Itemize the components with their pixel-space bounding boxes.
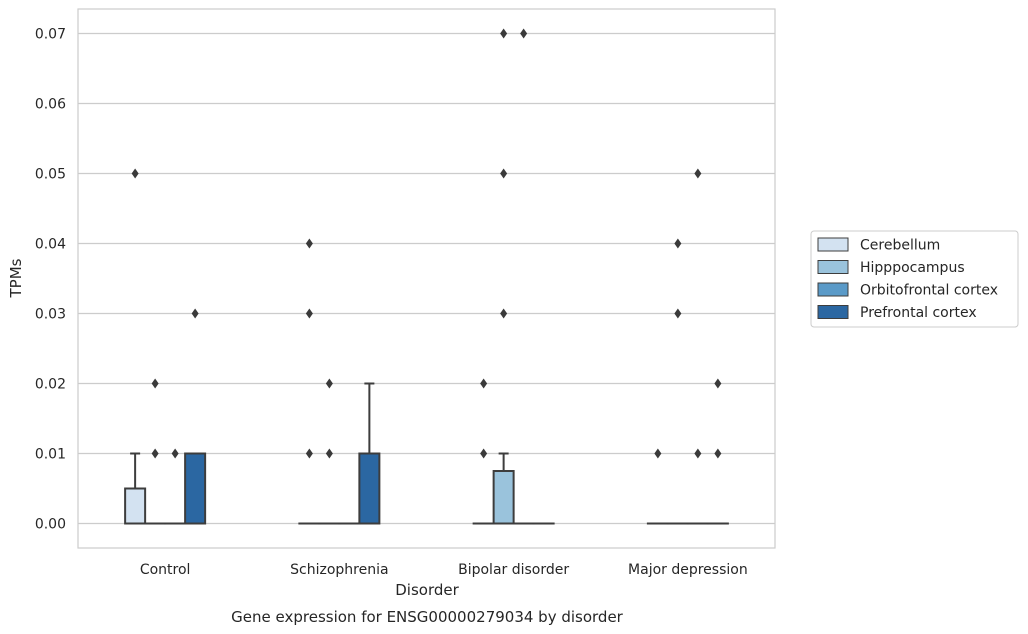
legend-label: Cerebellum: [860, 238, 940, 254]
outlier-point: [694, 448, 702, 459]
box-3-2: [686, 168, 709, 525]
box-0-2: [164, 448, 187, 525]
y-tick-label: 0.03: [35, 307, 66, 323]
y-tick-label: 0.00: [35, 517, 66, 533]
y-gridlines: [78, 32, 775, 525]
box-body: [492, 470, 515, 525]
box-1-1: [318, 378, 341, 525]
y-tick-label: 0.01: [35, 447, 66, 463]
box-0-3: [184, 308, 207, 525]
plot-area-frame: [77, 8, 776, 549]
box-3-3: [706, 378, 729, 525]
box-3-0: [646, 448, 669, 525]
boxes: [124, 28, 729, 525]
y-tick-label: 0.04: [35, 237, 66, 253]
outlier-point: [500, 28, 508, 39]
outlier-point: [654, 448, 662, 459]
outlier-point: [325, 448, 333, 459]
legend-label: Orbitofrontal cortex: [860, 283, 998, 299]
outlier-point: [500, 308, 508, 319]
outlier-point: [191, 308, 199, 319]
x-tick-label: Schizophrenia: [290, 562, 388, 578]
legend-swatch: [817, 305, 849, 319]
outlier-point: [674, 238, 682, 249]
x-axis-title: Disorder: [395, 581, 459, 599]
box-body: [124, 487, 147, 525]
outlier-point: [714, 448, 722, 459]
box-3-1: [666, 238, 689, 525]
outlier-point: [520, 28, 528, 39]
legend-label: Prefrontal cortex: [860, 305, 977, 321]
y-tick-label: 0.02: [35, 377, 66, 393]
box-body: [358, 452, 381, 525]
outlier-point: [714, 378, 722, 389]
y-tick-label: 0.07: [35, 27, 66, 43]
outlier-point: [305, 308, 313, 319]
chart-caption: Gene expression for ENSG00000279034 by d…: [231, 608, 624, 626]
outlier-point: [151, 448, 159, 459]
legend-frame: [810, 230, 1019, 328]
outlier-point: [325, 378, 333, 389]
x-tick-label: Control: [140, 562, 191, 578]
y-axis-title: TPMs: [7, 258, 25, 298]
box-body: [184, 452, 207, 525]
outlier-point: [500, 168, 508, 179]
outlier-point: [305, 448, 313, 459]
box-2-2: [512, 28, 535, 525]
x-tick-label: Major depression: [628, 562, 748, 578]
legend: Cerebellum Hipppocampus Orbitofrontal cort…: [810, 230, 1019, 328]
box-0-0: [124, 168, 147, 525]
outlier-point: [131, 168, 139, 179]
outlier-point: [480, 448, 488, 459]
y-tick-label: 0.06: [35, 97, 66, 113]
legend-label: Hipppocampus: [860, 260, 965, 276]
outlier-point: [674, 308, 682, 319]
box-2-0: [472, 378, 495, 525]
legend-swatch: [817, 237, 849, 252]
y-tick-labels: 0.00 0.01 0.02 0.03 0.04 0.05 0.06 0.07: [35, 27, 66, 533]
legend-swatch: [817, 282, 849, 297]
box-0-1: [144, 378, 167, 525]
box-2-1: [492, 28, 515, 525]
legend-swatch: [817, 260, 849, 274]
box-1-0: [298, 238, 321, 525]
x-tick-labels: Control Schizophrenia Bipolar disorder Majo…: [140, 562, 748, 578]
box-1-3: [358, 382, 381, 525]
x-tick-label: Bipolar disorder: [458, 562, 569, 578]
y-tick-label: 0.05: [35, 167, 66, 183]
outlier-point: [305, 238, 313, 249]
outlier-point: [171, 448, 179, 459]
outlier-point: [480, 378, 488, 389]
outlier-point: [151, 378, 159, 389]
outlier-point: [694, 168, 702, 179]
legend-items: Cerebellum Hipppocampus Orbitofrontal cort…: [817, 237, 998, 321]
